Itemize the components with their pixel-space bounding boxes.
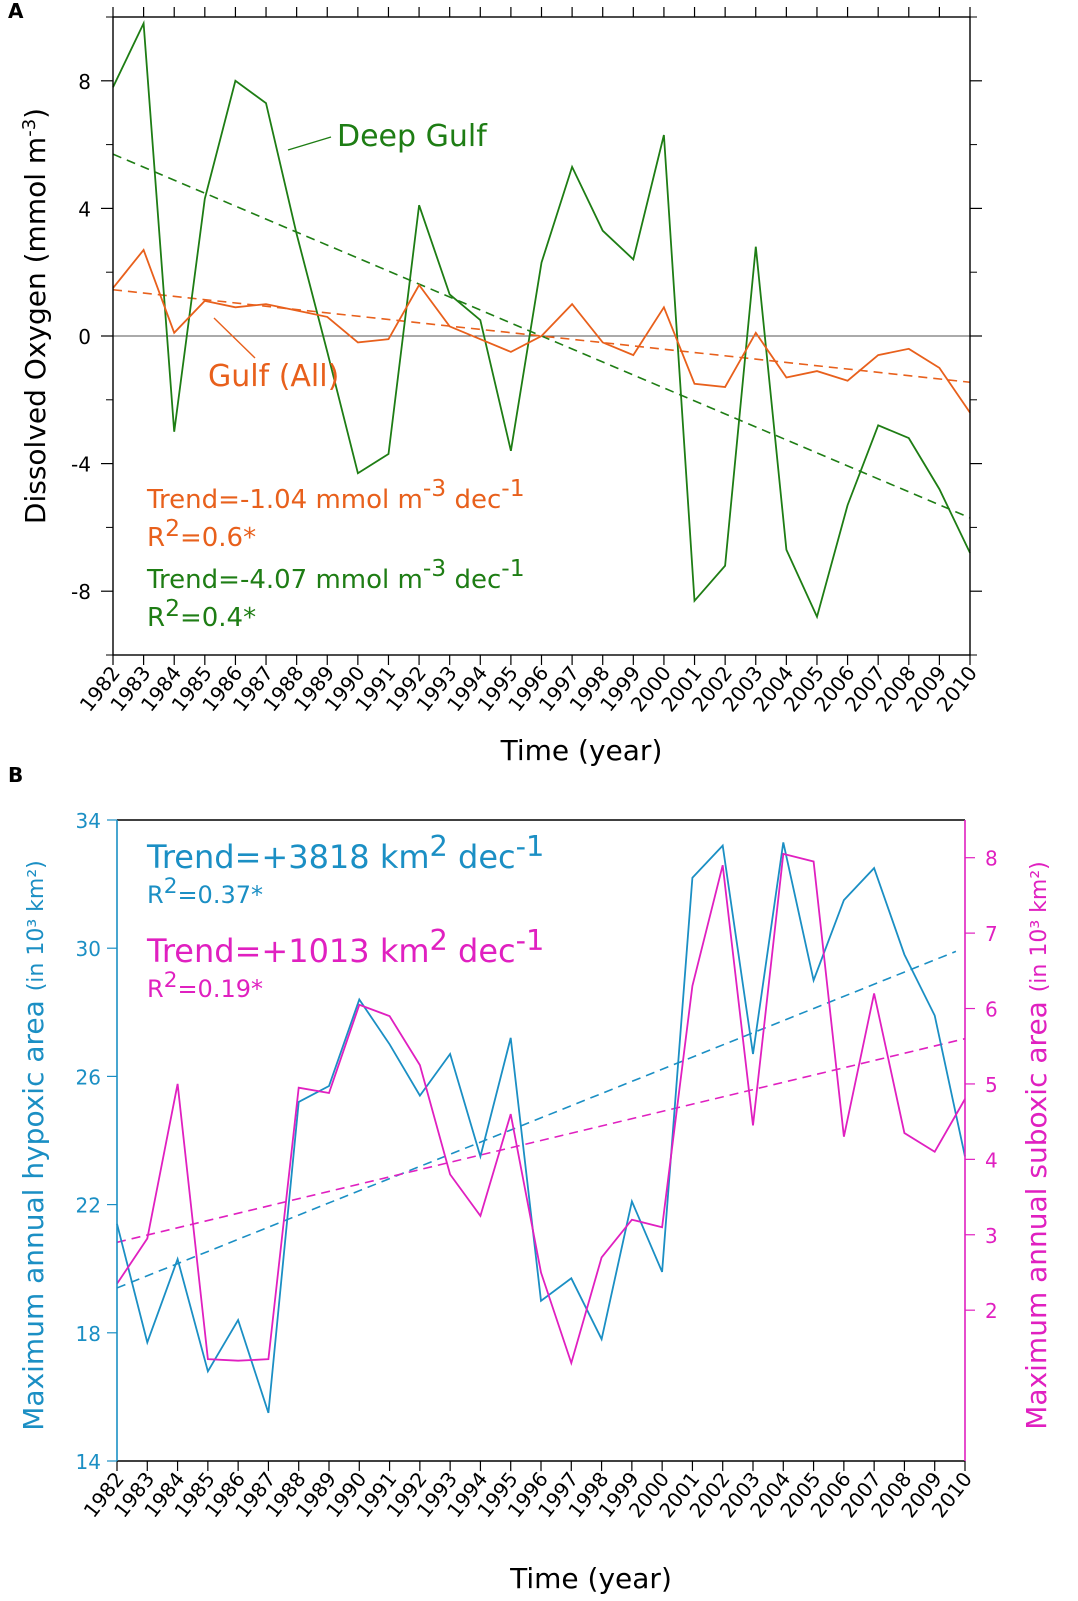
hypoxic-trend-text-text2: dec [448, 838, 516, 876]
gulf-all-leader [213, 317, 256, 359]
suboxic-series-line [116, 852, 966, 1367]
y-axis-title-right-unit: (in 10³ km²) [1027, 861, 1052, 992]
suboxic-trend-text-text: Trend=+1013 km [146, 932, 430, 970]
y-axis-title-a-end: ) [19, 108, 52, 119]
y-axis-title-left: Maximum annual hypoxic area (in 10³ km²) [17, 860, 50, 1430]
deep-gulf-label: Deep Gulf [337, 119, 488, 154]
gulf-all-r2-text-sup: 2 [165, 514, 180, 542]
y-left-tick-label: 18 [76, 1322, 101, 1346]
y-right-tick-label: 4 [985, 1148, 998, 1172]
panel-a-letter: A [8, 0, 24, 23]
hypoxic-r2-text: R2=0.37* [147, 874, 263, 909]
x-axis-title-b: Time (year) [509, 1562, 672, 1595]
y-axis-title-a: Dissolved Oxygen (mmol m-3) [19, 108, 52, 524]
panel-b: B198219831984198519861987198819891990199… [8, 763, 1053, 1595]
suboxic-trend-text-sup2: -1 [516, 923, 545, 957]
deep-gulf-leader [287, 136, 332, 151]
y-right-tick-label: 3 [985, 1224, 998, 1248]
hypoxic-trend-text-sup: 2 [430, 829, 448, 863]
suboxic-r2-text-sup: 2 [164, 968, 178, 993]
y-axis-title-right-main: Maximum annual suboxic area [1020, 992, 1053, 1429]
suboxic-trend-line [116, 1037, 966, 1244]
deep-gulf-trend-text-text: Trend=-4.07 mmol m [146, 565, 423, 595]
suboxic-trend-text: Trend=+1013 km2 dec-1 [146, 923, 544, 970]
hypoxic-trend-text: Trend=+3818 km2 dec-1 [146, 829, 544, 876]
deep-gulf-trend-text-sup2: -1 [501, 554, 524, 582]
panel-a: A198219831984198519861987198819891990199… [8, 0, 982, 767]
deep-gulf-r2-text-r: R [147, 603, 165, 633]
deep-gulf-series-line [112, 19, 971, 620]
y-left-tick-label: 26 [76, 1065, 101, 1089]
gulf-all-r2-text-value: =0.6* [180, 523, 256, 553]
gulf-all-trend-text-sup2: -1 [501, 474, 524, 502]
y-axis-title-a-sup: -3 [19, 119, 40, 137]
gulf-all-trend-text: Trend=-1.04 mmol m-3 dec-1 [146, 474, 525, 515]
y-right-tick-label: 2 [985, 1299, 998, 1323]
suboxic-trend-text-text2: dec [448, 932, 516, 970]
y-right-tick-label: 6 [985, 998, 998, 1022]
suboxic-r2-text-r: R [147, 975, 164, 1003]
hypoxic-trend-text-sup2: -1 [516, 829, 545, 863]
hypoxic-r2-text-sup: 2 [164, 874, 178, 899]
suboxic-r2-text-value: =0.19* [177, 975, 263, 1003]
y-tick-label: -4 [71, 453, 91, 477]
suboxic-r2-text: R2=0.19* [147, 968, 263, 1003]
deep-gulf-r2-text-value: =0.4* [180, 603, 256, 633]
y-axis-title-left-unit: (in 10³ km²) [24, 860, 49, 991]
y-axis-title-left-main: Maximum annual hypoxic area [17, 991, 50, 1430]
y-left-tick-label: 34 [76, 809, 101, 833]
hypoxic-r2-text-r: R [147, 881, 164, 909]
y-left-tick-label: 22 [76, 1194, 101, 1218]
gulf-all-r2-text: R2=0.6* [147, 514, 256, 553]
y-axis-title-right: Maximum annual suboxic area (in 10³ km²) [1020, 861, 1053, 1429]
y-axis-title-a-main: Dissolved Oxygen (mmol m [19, 137, 52, 524]
gulf-all-trend-text-text2: dec [446, 485, 501, 515]
y-tick-label: 8 [78, 70, 91, 94]
hypoxic-trend-text-text: Trend=+3818 km [146, 838, 430, 876]
deep-gulf-trend-text-sup: -3 [423, 554, 446, 582]
suboxic-trend-text-sup: 2 [430, 923, 448, 957]
deep-gulf-trend-text-text2: dec [446, 565, 501, 595]
deep-gulf-r2-text: R2=0.4* [147, 594, 256, 633]
gulf-all-series-line [112, 248, 971, 414]
y-left-tick-label: 30 [76, 937, 101, 961]
deep-gulf-r2-text-sup: 2 [165, 594, 180, 622]
y-right-tick-label: 7 [985, 922, 998, 946]
hypoxic-trend-line [116, 950, 957, 1289]
y-left-tick-label: 14 [76, 1450, 101, 1474]
y-tick-label: 4 [78, 197, 91, 221]
y-tick-label: 0 [78, 325, 91, 349]
gulf-all-trend-text-sup: -3 [423, 474, 446, 502]
x-axis-title-a: Time (year) [500, 734, 663, 767]
gulf-all-r2-text-r: R [147, 523, 165, 553]
y-right-tick-label: 8 [985, 847, 998, 871]
panel-b-letter: B [8, 763, 23, 787]
hypoxic-r2-text-value: =0.37* [177, 881, 263, 909]
gulf-all-trend-text-text: Trend=-1.04 mmol m [146, 485, 423, 515]
gulf-all-label: Gulf (All) [208, 359, 339, 394]
deep-gulf-trend-text: Trend=-4.07 mmol m-3 dec-1 [146, 554, 525, 595]
y-tick-label: -8 [71, 580, 91, 604]
y-right-tick-label: 5 [985, 1073, 998, 1097]
